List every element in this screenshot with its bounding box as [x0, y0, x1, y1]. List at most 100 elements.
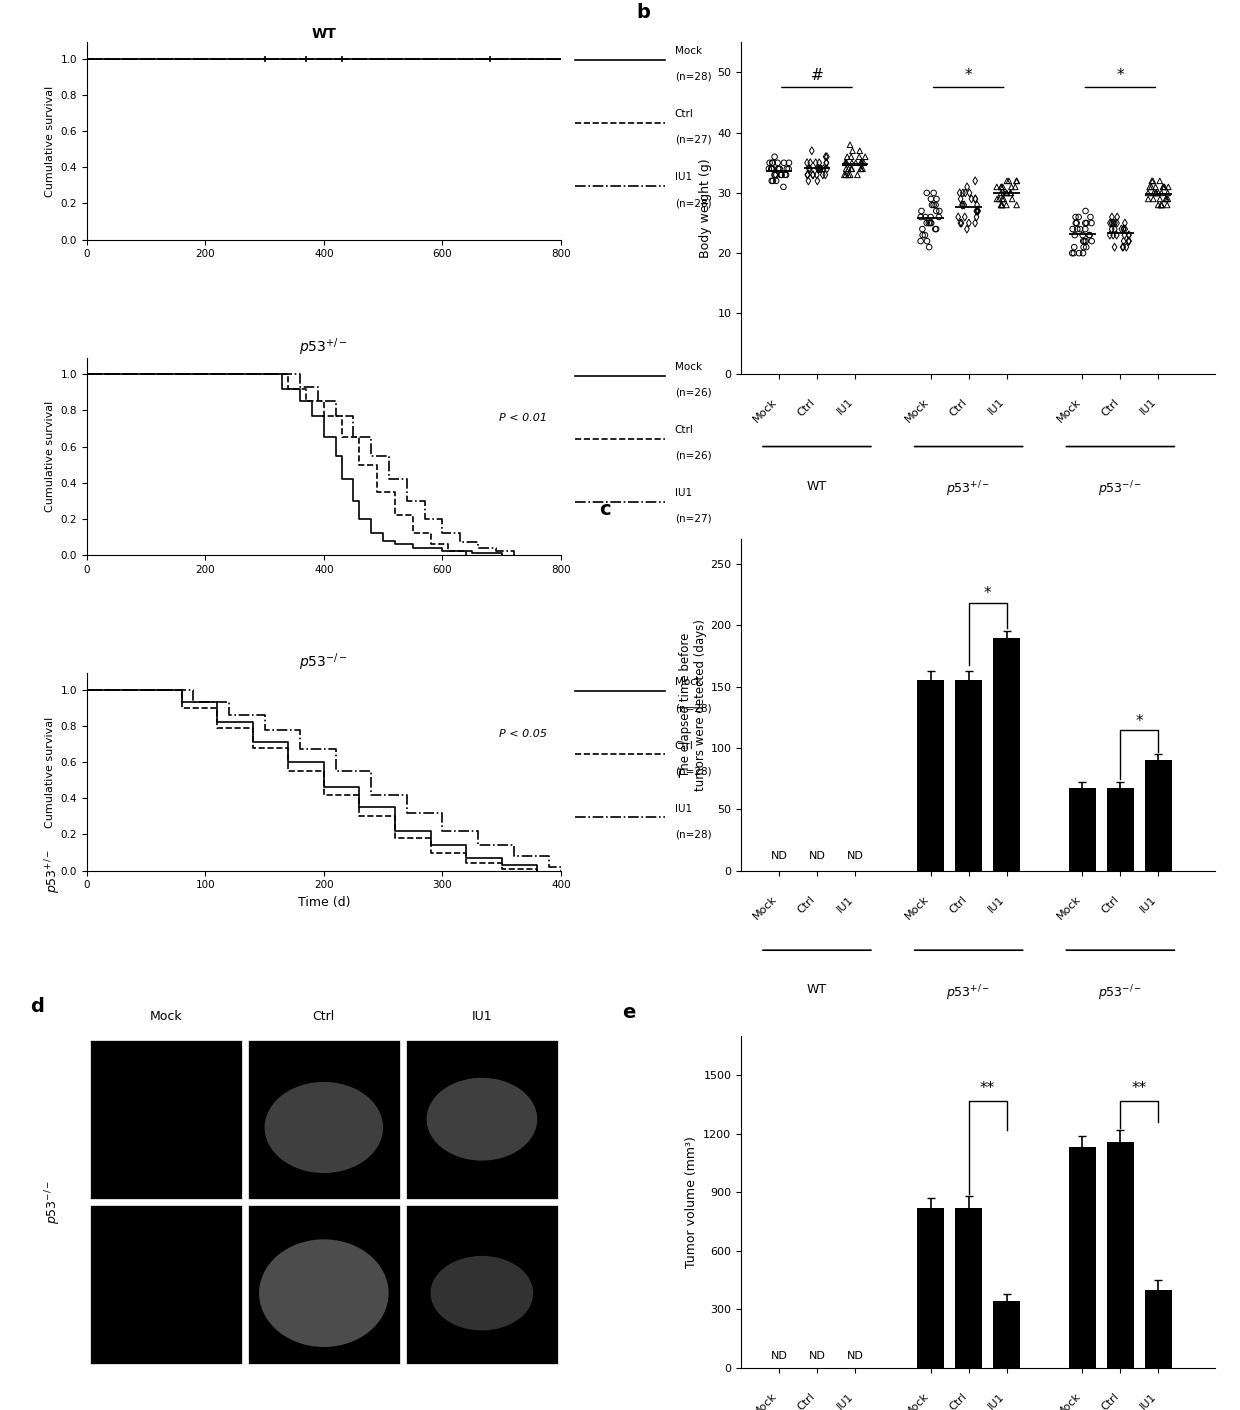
Point	[775, 164, 795, 186]
Text: $p53^{-/-}$: $p53^{-/-}$	[43, 1180, 63, 1224]
Point	[999, 169, 1019, 192]
Point	[1158, 176, 1178, 199]
Point	[836, 151, 856, 173]
Point	[849, 140, 869, 162]
Point	[1152, 193, 1172, 216]
Point	[1158, 188, 1178, 210]
Point	[1149, 188, 1169, 210]
Text: (n=26): (n=26)	[675, 388, 712, 398]
Point	[1118, 224, 1138, 247]
Text: Ctrl: Ctrl	[1099, 1390, 1121, 1410]
Point	[763, 169, 782, 192]
Ellipse shape	[264, 1081, 383, 1173]
Point	[1066, 212, 1086, 234]
Point	[777, 158, 797, 180]
Text: IU1: IU1	[1138, 396, 1158, 417]
Y-axis label: Cumulative survival: Cumulative survival	[45, 716, 55, 828]
Point	[799, 169, 818, 192]
Point	[926, 188, 946, 210]
Point	[1116, 235, 1136, 258]
Point	[810, 151, 830, 173]
Point	[920, 212, 940, 234]
Point	[1104, 212, 1123, 234]
Text: *: *	[1116, 68, 1125, 83]
Point	[770, 158, 790, 180]
Bar	[993, 637, 1019, 870]
Text: Ctrl: Ctrl	[312, 1010, 335, 1024]
Point	[852, 151, 872, 173]
Point	[817, 145, 837, 168]
Point	[929, 206, 949, 228]
Point	[839, 134, 859, 157]
Text: #: #	[811, 68, 823, 83]
Point	[1001, 182, 1021, 204]
Point	[997, 193, 1017, 216]
Point	[1102, 217, 1122, 240]
Point	[1115, 217, 1135, 240]
Point	[1146, 182, 1166, 204]
Point	[992, 188, 1012, 210]
Point	[1107, 212, 1127, 234]
Point	[959, 212, 978, 234]
Point	[1080, 206, 1100, 228]
Point	[1101, 212, 1121, 234]
Point	[952, 193, 972, 216]
Point	[926, 200, 946, 223]
Point	[992, 176, 1012, 199]
Point	[967, 193, 987, 216]
Point	[841, 164, 861, 186]
Point	[920, 206, 940, 228]
Point	[766, 169, 786, 192]
Point	[1107, 224, 1127, 247]
Point	[1143, 169, 1163, 192]
Text: P < 0.01: P < 0.01	[498, 413, 547, 423]
Text: Ctrl: Ctrl	[675, 424, 693, 434]
Point	[991, 176, 1011, 199]
Bar	[1145, 1290, 1172, 1368]
Point	[960, 182, 980, 204]
Bar	[1145, 760, 1172, 870]
Point	[1002, 188, 1022, 210]
Point	[808, 158, 828, 180]
Point	[1156, 188, 1176, 210]
Text: IU1: IU1	[675, 804, 692, 814]
Point	[852, 158, 872, 180]
Point	[849, 145, 869, 168]
Text: IU1: IU1	[835, 396, 854, 417]
Text: Ctrl: Ctrl	[1099, 894, 1121, 915]
Point	[1079, 224, 1099, 247]
Point	[1065, 206, 1085, 228]
Bar	[248, 1206, 399, 1365]
Point	[1154, 176, 1174, 199]
Point	[949, 206, 968, 228]
Point	[921, 212, 941, 234]
Point	[1069, 243, 1089, 265]
Point	[1118, 230, 1138, 252]
Point	[926, 217, 946, 240]
Point	[1063, 243, 1083, 265]
Text: Mock: Mock	[1055, 396, 1083, 424]
Point	[800, 158, 820, 180]
Point	[1105, 217, 1125, 240]
Y-axis label: Body weight (g): Body weight (g)	[698, 158, 712, 258]
Point	[1073, 243, 1092, 265]
Text: d: d	[30, 997, 43, 1015]
Point	[919, 235, 939, 258]
Bar	[918, 681, 944, 870]
Text: *: *	[983, 587, 992, 601]
Bar	[1107, 788, 1133, 870]
Point	[836, 164, 856, 186]
Point	[955, 182, 975, 204]
Point	[813, 164, 833, 186]
Point	[1066, 212, 1086, 234]
Point	[1143, 182, 1163, 204]
Point	[1081, 230, 1101, 252]
Point	[848, 164, 868, 186]
Point	[766, 164, 786, 186]
Point	[987, 188, 1007, 210]
Text: Mock: Mock	[751, 894, 779, 922]
Point	[1063, 217, 1083, 240]
Point	[1138, 182, 1158, 204]
Point	[1114, 217, 1133, 240]
Point	[1153, 176, 1173, 199]
